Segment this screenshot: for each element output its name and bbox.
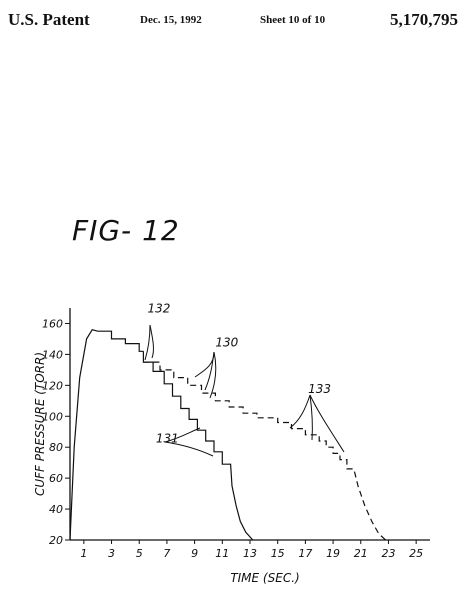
x-tick-label: 13	[243, 547, 257, 560]
series-line-130	[143, 362, 385, 540]
x-tick-label: 9	[191, 547, 198, 560]
x-tick-label: 23	[381, 547, 395, 560]
y-tick-label: 160	[42, 317, 63, 330]
x-tick-label: 25	[409, 547, 423, 560]
x-tick-label: 1	[80, 547, 87, 560]
x-axis-title: TIME (SEC.)	[230, 571, 299, 585]
leader-line	[195, 352, 214, 377]
x-tick-label: 11	[215, 547, 229, 560]
series-line-131	[143, 351, 252, 540]
leader-line	[290, 395, 310, 428]
x-tick-label: 19	[326, 547, 340, 560]
x-tick-label: 17	[298, 547, 312, 560]
y-tick-label: 60	[49, 472, 63, 485]
leader-line	[150, 325, 153, 358]
leader-line	[310, 395, 312, 440]
y-tick-label: 40	[49, 503, 63, 516]
x-tick-label: 15	[271, 547, 285, 560]
reference-numeral-130: 130	[215, 336, 238, 350]
leader-line	[205, 352, 214, 390]
x-tick-label: 3	[108, 547, 115, 560]
x-tick-label: 7	[163, 547, 170, 560]
leader-line	[310, 395, 344, 452]
x-tick-label: 5	[136, 547, 143, 560]
y-axis-title: CUFF PRESSURE (TORR)	[33, 352, 47, 496]
y-tick-label: 20	[49, 534, 63, 547]
x-tick-label: 21	[354, 547, 368, 560]
reference-numeral-132: 132	[148, 302, 171, 316]
reference-numeral-131: 131	[156, 432, 179, 446]
reference-numeral-133: 133	[308, 382, 331, 396]
series-line-132	[70, 330, 143, 540]
y-tick-label: 80	[49, 441, 63, 454]
leader-line	[145, 325, 150, 360]
